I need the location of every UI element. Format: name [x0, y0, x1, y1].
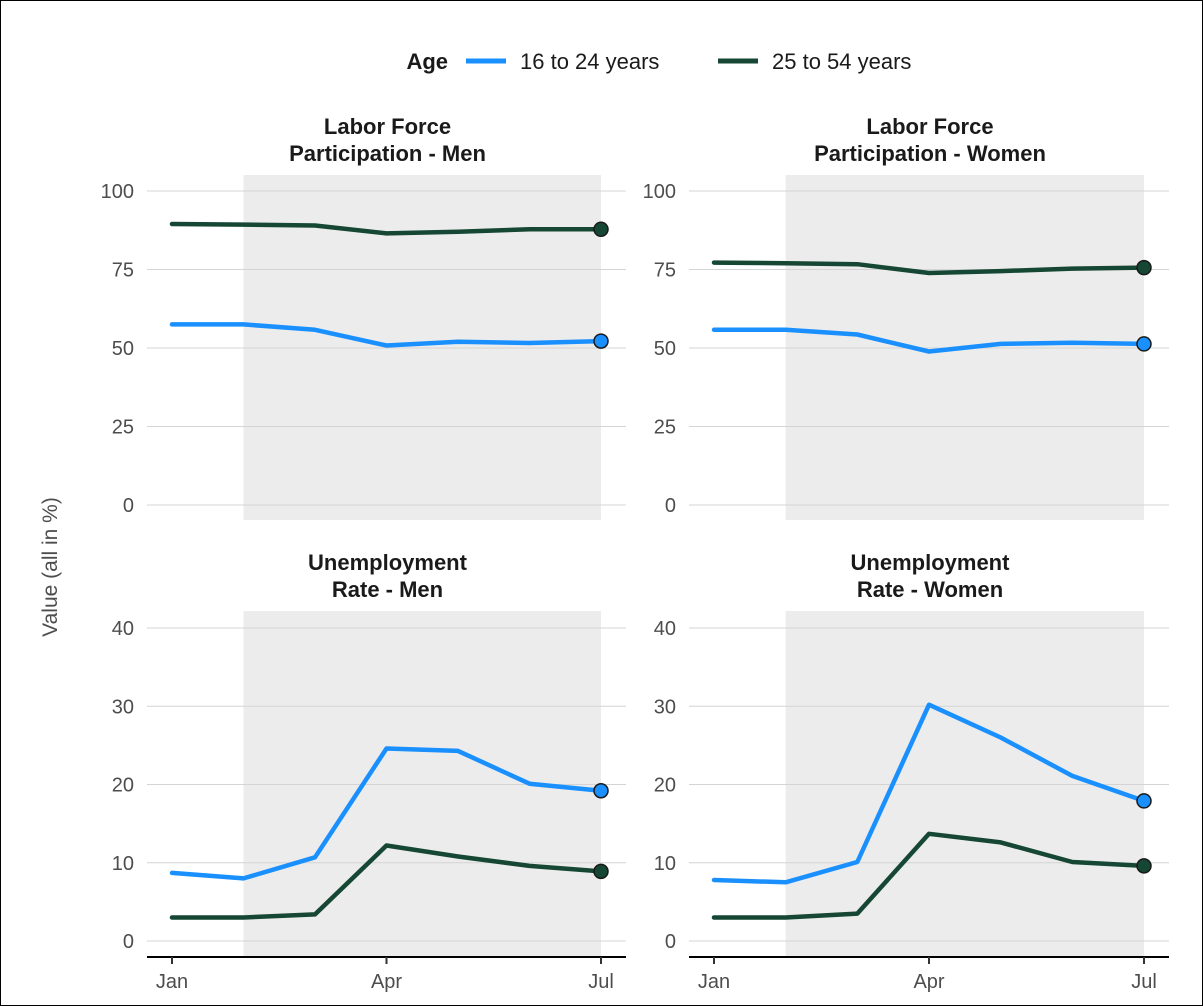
series-line-2 [169, 843, 604, 920]
panel-title-line1: Labor Force [324, 114, 451, 139]
y-tick-label-0: 0 [665, 931, 676, 953]
x-tick-label-jul: Jul [588, 971, 614, 993]
y-tick-label-10: 10 [112, 853, 134, 875]
x-tick-label-jan: Jan [698, 971, 730, 993]
y-tick-label-40: 40 [654, 618, 676, 640]
panel-title-line1: Labor Force [866, 114, 993, 139]
y-tick-label-25: 25 [112, 417, 134, 439]
y-tick-label-100: 100 [643, 181, 676, 203]
panel-title-line2: Rate - Men [332, 577, 443, 602]
series-line-2 [711, 831, 1147, 920]
series-end-point-2 [593, 863, 609, 880]
x-tick-label-apr: Apr [371, 971, 402, 993]
series-line-1 [169, 322, 604, 348]
y-tick-label-20: 20 [654, 775, 676, 797]
series-line-2 [169, 221, 604, 236]
panel-title-line1: Unemployment [308, 550, 468, 575]
y-tick-label-0: 0 [665, 495, 676, 517]
y-tick-label-75: 75 [112, 260, 134, 282]
series-line-1 [711, 702, 1147, 885]
legend-label-2: 25 to 54 years [772, 49, 911, 74]
y-tick-label-0: 0 [123, 495, 134, 517]
legend-title: Age [406, 49, 448, 74]
y-tick-label-50: 50 [654, 338, 676, 360]
y-tick-label-10: 10 [654, 853, 676, 875]
y-tick-label-100: 100 [101, 181, 134, 203]
series-line-1 [169, 746, 604, 881]
y-tick-label-30: 30 [112, 696, 134, 718]
y-axis-label: Value (all in %) [39, 497, 62, 637]
legend-label-1: 16 to 24 years [520, 49, 659, 74]
panel-title-line2: Rate - Women [857, 577, 1003, 602]
series-line-2 [711, 260, 1147, 276]
series-end-point-1 [1136, 793, 1152, 809]
y-tick-label-30: 30 [654, 696, 676, 718]
shaded-region [785, 611, 1144, 956]
series-end-point-2 [593, 221, 609, 238]
panel-title-line2: Participation - Men [289, 141, 486, 166]
panel-title-line2: Participation - Women [814, 141, 1046, 166]
series-line-1 [711, 327, 1147, 354]
y-tick-label-40: 40 [112, 618, 134, 640]
series-end-point-1 [593, 783, 609, 799]
y-tick-label-25: 25 [654, 417, 676, 439]
y-tick-label-75: 75 [654, 260, 676, 282]
y-tick-label-20: 20 [112, 775, 134, 797]
x-tick-label-jan: Jan [156, 971, 188, 993]
y-tick-label-50: 50 [112, 338, 134, 360]
series-end-point-2 [1136, 259, 1152, 276]
series-end-point-1 [593, 333, 609, 349]
x-tick-label-jul: Jul [1131, 971, 1157, 993]
panel-title-line1: Unemployment [851, 550, 1011, 575]
y-tick-label-0: 0 [123, 931, 134, 953]
x-tick-label-apr: Apr [913, 971, 944, 993]
series-end-point-2 [1136, 858, 1152, 874]
legend: Age 16 to 24 years 25 to 54 years [406, 49, 911, 74]
series-end-point-1 [1136, 336, 1152, 352]
